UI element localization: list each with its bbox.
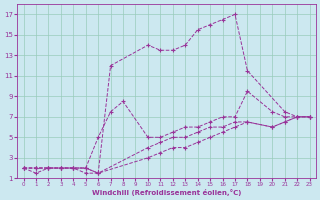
X-axis label: Windchill (Refroidissement éolien,°C): Windchill (Refroidissement éolien,°C)	[92, 189, 241, 196]
